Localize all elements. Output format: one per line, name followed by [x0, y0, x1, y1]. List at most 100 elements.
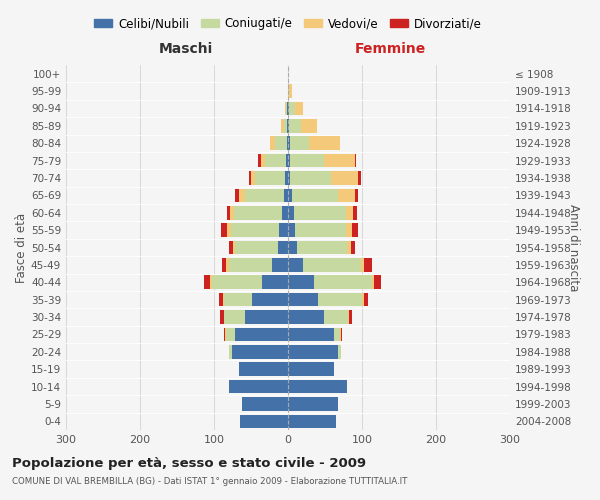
Bar — [245, 310, 288, 324]
Bar — [358, 171, 361, 185]
Bar — [288, 136, 290, 150]
Bar — [348, 310, 349, 324]
Bar — [301, 119, 317, 132]
Bar — [349, 310, 352, 324]
Bar — [352, 224, 358, 237]
Bar — [303, 258, 361, 272]
Bar — [288, 84, 289, 98]
Bar — [284, 119, 287, 132]
Bar — [290, 136, 309, 150]
Bar — [362, 293, 364, 306]
Y-axis label: Fasce di età: Fasce di età — [15, 212, 28, 282]
Bar — [288, 154, 290, 168]
Bar — [285, 102, 286, 115]
Bar — [220, 310, 224, 324]
Bar — [338, 188, 355, 202]
Bar — [288, 397, 338, 410]
Bar — [278, 240, 288, 254]
Bar — [225, 328, 226, 341]
Bar — [286, 102, 287, 115]
Bar — [223, 293, 224, 306]
Bar — [270, 136, 275, 150]
Bar — [288, 188, 292, 202]
Bar — [279, 224, 288, 237]
Bar — [245, 188, 284, 202]
Bar — [222, 258, 226, 272]
Bar — [205, 276, 210, 289]
Bar — [290, 154, 323, 168]
Bar — [289, 84, 292, 98]
Bar — [347, 240, 351, 254]
Bar — [346, 206, 353, 220]
Bar — [235, 328, 288, 341]
Bar — [282, 206, 288, 220]
Bar — [262, 276, 288, 289]
Bar — [221, 224, 227, 237]
Bar — [289, 102, 295, 115]
Bar — [288, 345, 338, 358]
Bar — [272, 258, 288, 272]
Bar — [235, 240, 278, 254]
Bar — [364, 293, 368, 306]
Bar — [210, 276, 212, 289]
Bar — [353, 206, 357, 220]
Bar — [239, 362, 288, 376]
Y-axis label: Anni di nascita: Anni di nascita — [567, 204, 580, 291]
Bar — [288, 224, 295, 237]
Bar — [240, 414, 288, 428]
Bar — [288, 258, 303, 272]
Legend: Celibi/Nubili, Coniugati/e, Vedovi/e, Divorziati/e: Celibi/Nubili, Coniugati/e, Vedovi/e, Di… — [89, 12, 487, 35]
Bar — [288, 293, 317, 306]
Bar — [227, 206, 230, 220]
Bar — [288, 119, 289, 132]
Bar — [355, 154, 356, 168]
Bar — [256, 171, 285, 185]
Bar — [294, 206, 346, 220]
Bar — [288, 206, 294, 220]
Bar — [286, 154, 288, 168]
Bar — [288, 240, 297, 254]
Bar — [341, 328, 342, 341]
Bar — [229, 240, 233, 254]
Bar — [355, 188, 358, 202]
Bar — [317, 293, 362, 306]
Bar — [309, 136, 340, 150]
Bar — [287, 136, 288, 150]
Bar — [314, 276, 371, 289]
Bar — [226, 258, 229, 272]
Bar — [229, 258, 272, 272]
Bar — [334, 328, 340, 341]
Bar — [251, 171, 256, 185]
Bar — [212, 276, 262, 289]
Bar — [290, 171, 331, 185]
Bar — [374, 276, 381, 289]
Bar — [288, 380, 347, 394]
Bar — [219, 293, 223, 306]
Bar — [361, 258, 364, 272]
Bar — [259, 154, 260, 168]
Bar — [289, 119, 301, 132]
Bar — [224, 310, 245, 324]
Bar — [288, 362, 334, 376]
Bar — [227, 224, 231, 237]
Bar — [226, 328, 235, 341]
Bar — [234, 206, 282, 220]
Text: Maschi: Maschi — [159, 42, 213, 56]
Bar — [295, 102, 303, 115]
Bar — [288, 414, 336, 428]
Bar — [364, 258, 371, 272]
Bar — [287, 119, 288, 132]
Bar — [232, 240, 235, 254]
Bar — [253, 293, 288, 306]
Bar — [287, 102, 288, 115]
Bar — [231, 224, 279, 237]
Bar — [235, 188, 239, 202]
Bar — [249, 171, 251, 185]
Text: Popolazione per età, sesso e stato civile - 2009: Popolazione per età, sesso e stato civil… — [12, 458, 366, 470]
Bar — [275, 136, 287, 150]
Bar — [265, 154, 286, 168]
Bar — [323, 154, 355, 168]
Bar — [331, 171, 358, 185]
Bar — [288, 171, 290, 185]
Bar — [297, 240, 347, 254]
